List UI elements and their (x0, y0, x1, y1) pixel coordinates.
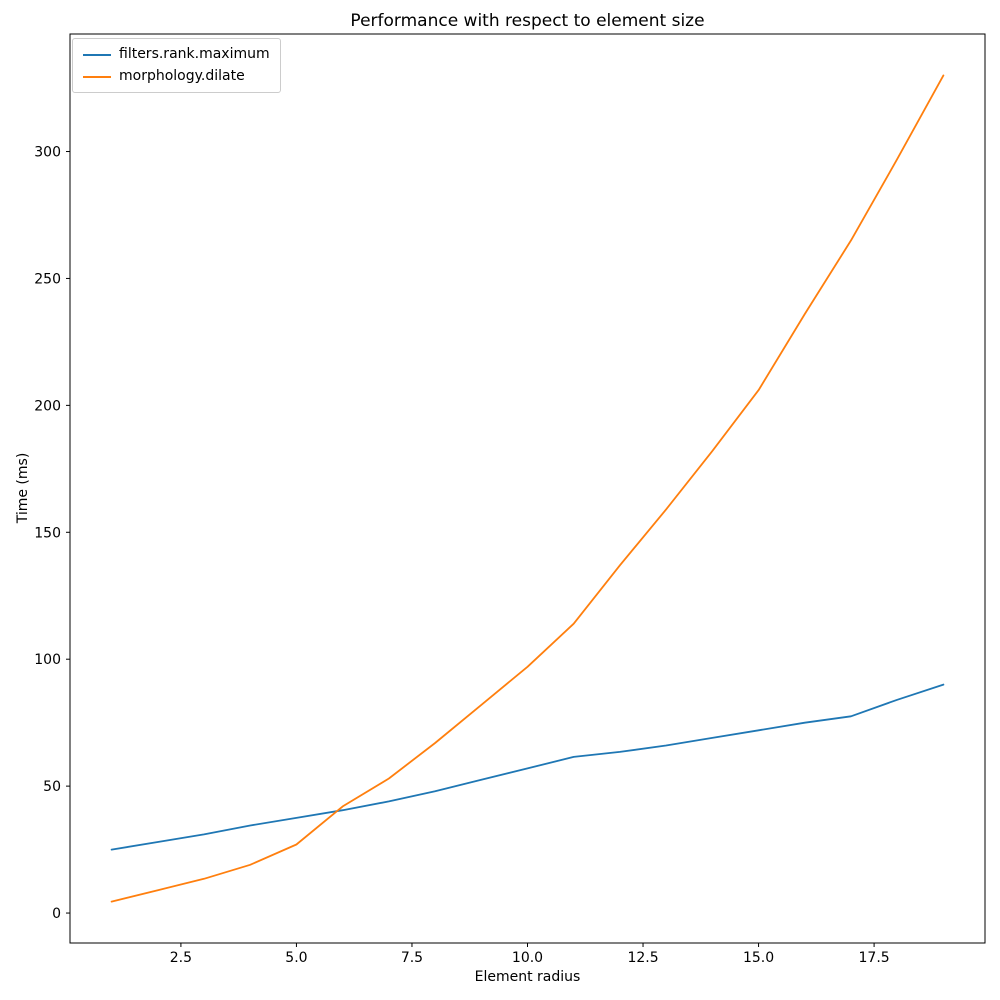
chart-title: Performance with respect to element size (350, 11, 705, 31)
plot-spines (69, 33, 986, 944)
y-tick-label: 200 (34, 398, 61, 414)
legend: filters.rank.maximum morphology.dilate (72, 38, 281, 93)
series-line-morphology.dilate (110, 74, 945, 903)
x-tick-label: 7.5 (401, 950, 423, 966)
y-tick-label: 100 (34, 652, 61, 668)
y-axis-label-text: Time (ms) (15, 452, 31, 524)
x-tick-label: 12.5 (627, 950, 658, 966)
legend-line-swatch (83, 75, 111, 78)
legend-label: morphology.dilate (119, 68, 245, 84)
legend-line-swatch (83, 53, 111, 56)
y-tick-label: 0 (52, 906, 61, 922)
x-tick-label: 17.5 (859, 950, 890, 966)
legend-item: filters.rank.maximum (83, 46, 270, 63)
series-line-filters.rank.maximum (110, 683, 945, 851)
x-tick-label: 2.5 (170, 950, 192, 966)
legend-item: morphology.dilate (83, 68, 270, 85)
x-tick-label: 10.0 (512, 950, 543, 966)
legend-label: filters.rank.maximum (119, 46, 270, 62)
x-axis-label: Element radius (474, 969, 581, 985)
y-tick-label: 50 (43, 779, 61, 795)
x-tick-label: 15.0 (743, 950, 774, 966)
y-tick-label: 300 (34, 145, 61, 161)
x-tick-label: 5.0 (285, 950, 307, 966)
y-tick-label: 250 (34, 271, 61, 287)
y-tick-label: 150 (34, 525, 61, 541)
